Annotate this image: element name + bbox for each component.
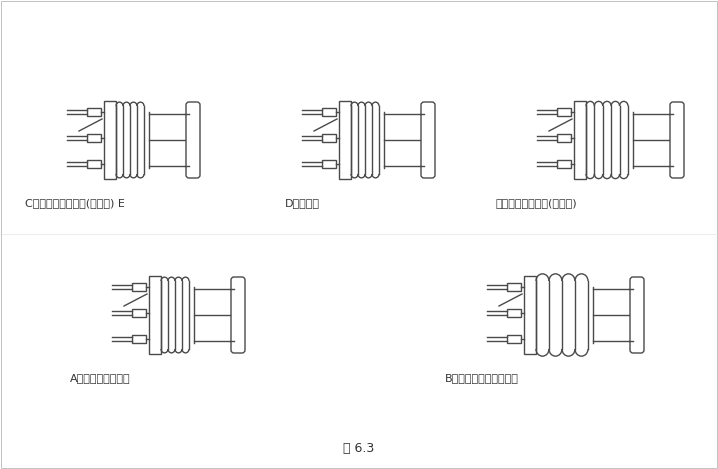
- Bar: [557, 108, 571, 116]
- Text: 、密绕指定侧绕线(相对侧): 、密绕指定侧绕线(相对侧): [495, 198, 577, 208]
- Text: 图 6.3: 图 6.3: [343, 442, 375, 455]
- Bar: [524, 276, 536, 354]
- Text: A、密绕指定点绕线: A、密绕指定点绕线: [70, 373, 131, 383]
- Bar: [322, 160, 336, 168]
- Text: C、密绕指定侧绕线(出线侧) E: C、密绕指定侧绕线(出线侧) E: [25, 198, 125, 208]
- Bar: [132, 283, 146, 291]
- Bar: [87, 160, 101, 168]
- Bar: [87, 108, 101, 116]
- Bar: [557, 134, 571, 142]
- Bar: [149, 276, 161, 354]
- Bar: [322, 134, 336, 142]
- Bar: [507, 309, 521, 317]
- Bar: [132, 335, 146, 343]
- Bar: [574, 101, 586, 179]
- Text: D、密中绕: D、密中绕: [285, 198, 320, 208]
- Bar: [507, 283, 521, 291]
- Bar: [104, 101, 116, 179]
- Bar: [507, 335, 521, 343]
- Bar: [87, 134, 101, 142]
- Bar: [132, 309, 146, 317]
- Bar: [339, 101, 351, 179]
- Text: B、均匀疏绕指定点绕线: B、均匀疏绕指定点绕线: [445, 373, 519, 383]
- Bar: [557, 160, 571, 168]
- Bar: [322, 108, 336, 116]
